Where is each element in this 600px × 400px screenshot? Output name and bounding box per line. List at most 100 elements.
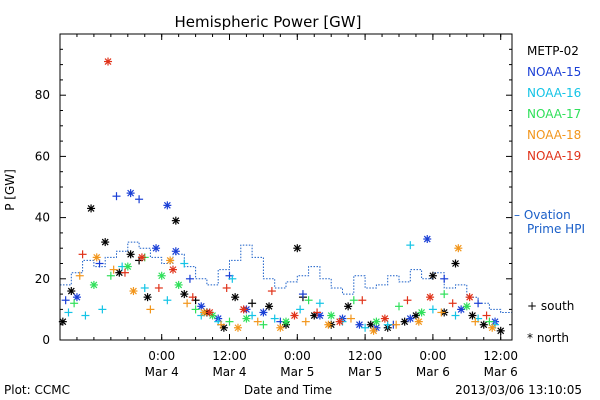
- data-point-noaa-17-south: [304, 296, 313, 305]
- x-tick-date-label: Mar 4: [212, 365, 246, 379]
- data-point-noaa-16-south: [428, 305, 437, 314]
- data-point-noaa-19-south: [403, 296, 412, 305]
- data-point-noaa-18-south: [437, 308, 446, 317]
- marker-stroke: [158, 272, 166, 280]
- data-point-noaa-18-south: [392, 320, 401, 329]
- marker-stroke: [336, 318, 344, 326]
- data-point-noaa-17-north: [123, 262, 132, 271]
- data-point-noaa-15-north: [197, 302, 206, 311]
- data-point-metp-02-north: [101, 238, 110, 247]
- marker-stroke: [144, 293, 151, 301]
- x-tick-label: 12:00: [483, 349, 518, 363]
- data-point-noaa-15-north: [259, 308, 268, 317]
- marker-stroke: [406, 315, 414, 323]
- data-point-noaa-19-north: [290, 311, 299, 320]
- marker-stroke: [282, 318, 290, 326]
- marker-stroke: [372, 318, 380, 326]
- data-point-metp-02-north: [143, 293, 152, 302]
- marker-stroke: [234, 324, 242, 332]
- data-point-noaa-15-north: [457, 305, 466, 314]
- data-point-noaa-19-south: [482, 311, 491, 320]
- ovation-hpi-line: [60, 241, 513, 316]
- data-point-noaa-17-north: [282, 317, 290, 326]
- x-tick-label: 12:00: [348, 349, 383, 363]
- data-point-noaa-18-south: [346, 314, 355, 323]
- data-point-noaa-17-south: [70, 299, 79, 308]
- x-tick-label: 0:00: [284, 349, 311, 363]
- data-point-noaa-19-south: [154, 283, 163, 292]
- data-point-noaa-18-south: [75, 271, 84, 280]
- marker-stroke: [172, 247, 180, 255]
- marker-stroke: [240, 305, 248, 313]
- data-point-noaa-16-south: [228, 274, 237, 283]
- marker-stroke: [429, 272, 437, 280]
- data-point-noaa-19-south: [267, 287, 276, 296]
- plot-area: [58, 57, 513, 335]
- marker-stroke: [457, 305, 465, 313]
- data-point-noaa-15-north: [406, 314, 415, 323]
- legend: METP-02 NOAA-15 NOAA-16 NOAA-17 NOAA-18 NOAA-…: [514, 44, 585, 345]
- data-point-noaa-18-north: [129, 287, 138, 296]
- marker-stroke: [138, 253, 146, 261]
- y-tick-label: 40: [35, 211, 50, 225]
- data-point-metp-02-north: [126, 250, 135, 259]
- data-point-noaa-18-south: [109, 265, 118, 274]
- marker-stroke: [115, 269, 123, 277]
- marker-stroke: [480, 321, 488, 329]
- data-point-noaa-16-south: [383, 320, 392, 329]
- data-point-noaa-19-south: [188, 293, 197, 302]
- legend-metp-02: METP-02: [527, 44, 579, 58]
- marker-stroke: [344, 302, 352, 310]
- data-point-noaa-19-north: [465, 293, 474, 302]
- marker-stroke: [316, 312, 324, 319]
- legend-ovation-line2: Prime HPI: [527, 222, 585, 236]
- marker-stroke: [401, 318, 409, 326]
- marker-stroke: [175, 281, 183, 289]
- marker-stroke: [197, 302, 205, 310]
- marker-stroke: [93, 253, 101, 261]
- data-point-metp-02-north: [479, 320, 488, 329]
- data-point-noaa-15-south: [135, 195, 144, 204]
- data-point-noaa-18-north: [92, 253, 101, 262]
- data-point-metp-02-north: [468, 311, 477, 320]
- x-tick-date-label: Mar 5: [280, 365, 314, 379]
- data-point-noaa-18-north: [369, 326, 378, 335]
- data-point-noaa-19-south: [222, 283, 231, 292]
- data-point-noaa-19-south: [358, 296, 367, 305]
- data-point-noaa-17-north: [327, 311, 336, 320]
- data-point-noaa-15-north: [163, 201, 172, 210]
- marker-stroke: [124, 263, 132, 270]
- data-point-noaa-18-south: [183, 299, 192, 308]
- data-point-noaa-16-south: [406, 241, 415, 250]
- y-tick-label: 80: [35, 88, 50, 102]
- data-point-noaa-15-north: [152, 244, 161, 253]
- x-tick-date-label: Mar 6: [416, 365, 450, 379]
- footer-right: 2013/03/06 13:10:05: [455, 383, 582, 397]
- data-point-noaa-19-north: [169, 265, 177, 274]
- data-point-noaa-18-north: [276, 323, 285, 332]
- data-point-noaa-19-north: [335, 317, 344, 326]
- marker-stroke: [127, 250, 135, 258]
- marker-stroke: [381, 315, 389, 323]
- marker-stroke: [152, 244, 160, 252]
- data-point-noaa-15-south: [112, 192, 121, 201]
- chart-title: Hemispheric Power [GW]: [175, 13, 362, 31]
- data-point-noaa-18-north: [454, 244, 463, 253]
- marker-stroke: [130, 287, 137, 295]
- legend-noaa-17: NOAA-17: [527, 107, 581, 121]
- data-point-metp-02-north: [411, 311, 420, 320]
- marker-stroke: [488, 324, 496, 332]
- data-point-metp-02-north: [344, 302, 353, 311]
- data-point-noaa-16-south: [163, 296, 172, 305]
- x-tick-date-label: Mar 5: [348, 365, 382, 379]
- data-point-metp-02-north: [400, 317, 409, 326]
- data-point-noaa-16-south: [98, 305, 107, 314]
- marker-stroke: [87, 204, 95, 212]
- x-tick-date-label: Mar 6: [484, 365, 518, 379]
- marker-stroke: [127, 189, 135, 197]
- marker-stroke: [370, 327, 377, 335]
- marker-stroke: [327, 312, 335, 319]
- data-point-metp-02-south: [248, 299, 257, 308]
- marker-stroke: [466, 293, 474, 301]
- marker-stroke: [180, 290, 188, 298]
